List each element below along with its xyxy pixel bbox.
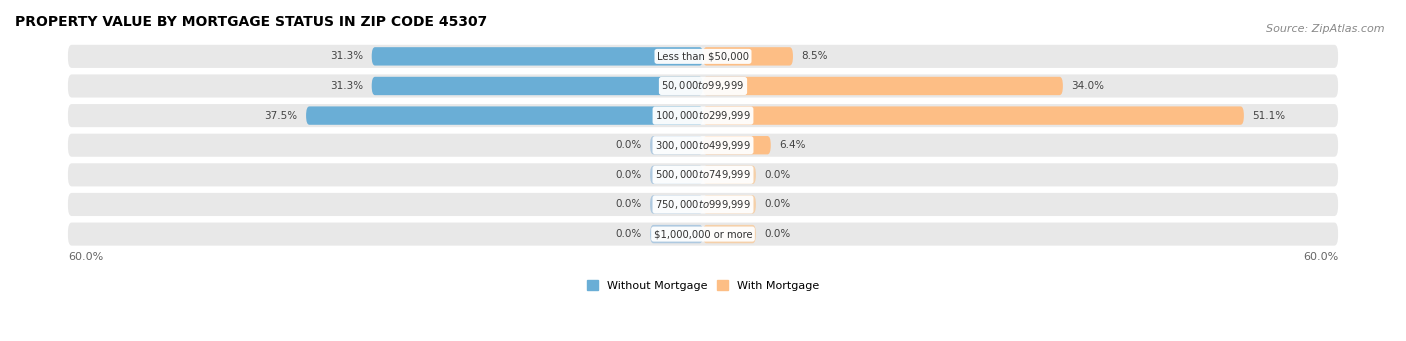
Text: 0.0%: 0.0%: [765, 170, 790, 180]
Text: 60.0%: 60.0%: [67, 252, 103, 263]
Text: $750,000 to $999,999: $750,000 to $999,999: [655, 198, 751, 211]
FancyBboxPatch shape: [67, 193, 1339, 216]
Text: 0.0%: 0.0%: [616, 140, 641, 150]
FancyBboxPatch shape: [703, 195, 756, 214]
FancyBboxPatch shape: [703, 136, 770, 154]
Text: 0.0%: 0.0%: [616, 170, 641, 180]
Text: 0.0%: 0.0%: [765, 199, 790, 209]
FancyBboxPatch shape: [371, 77, 703, 95]
FancyBboxPatch shape: [67, 74, 1339, 98]
Legend: Without Mortgage, With Mortgage: Without Mortgage, With Mortgage: [582, 276, 824, 295]
Text: Less than $50,000: Less than $50,000: [657, 51, 749, 61]
Text: Source: ZipAtlas.com: Source: ZipAtlas.com: [1267, 24, 1385, 34]
Text: 6.4%: 6.4%: [779, 140, 806, 150]
FancyBboxPatch shape: [703, 106, 1244, 125]
FancyBboxPatch shape: [703, 77, 1063, 95]
FancyBboxPatch shape: [650, 195, 703, 214]
FancyBboxPatch shape: [703, 47, 793, 65]
FancyBboxPatch shape: [67, 163, 1339, 187]
FancyBboxPatch shape: [650, 166, 703, 184]
Text: $1,000,000 or more: $1,000,000 or more: [654, 229, 752, 239]
FancyBboxPatch shape: [67, 45, 1339, 68]
FancyBboxPatch shape: [67, 223, 1339, 246]
Text: 60.0%: 60.0%: [1303, 252, 1339, 263]
Text: 0.0%: 0.0%: [616, 199, 641, 209]
Text: 0.0%: 0.0%: [765, 229, 790, 239]
FancyBboxPatch shape: [67, 104, 1339, 127]
FancyBboxPatch shape: [703, 166, 756, 184]
Text: 34.0%: 34.0%: [1071, 81, 1104, 91]
Text: $50,000 to $99,999: $50,000 to $99,999: [661, 79, 745, 92]
Text: PROPERTY VALUE BY MORTGAGE STATUS IN ZIP CODE 45307: PROPERTY VALUE BY MORTGAGE STATUS IN ZIP…: [15, 15, 488, 29]
FancyBboxPatch shape: [650, 225, 703, 243]
Text: 0.0%: 0.0%: [616, 229, 641, 239]
Text: 31.3%: 31.3%: [330, 51, 363, 61]
Text: $300,000 to $499,999: $300,000 to $499,999: [655, 139, 751, 152]
FancyBboxPatch shape: [307, 106, 703, 125]
FancyBboxPatch shape: [703, 225, 756, 243]
Text: 31.3%: 31.3%: [330, 81, 363, 91]
Text: $500,000 to $749,999: $500,000 to $749,999: [655, 168, 751, 181]
FancyBboxPatch shape: [650, 136, 703, 154]
Text: 8.5%: 8.5%: [801, 51, 828, 61]
Text: $100,000 to $299,999: $100,000 to $299,999: [655, 109, 751, 122]
Text: 37.5%: 37.5%: [264, 110, 298, 121]
FancyBboxPatch shape: [371, 47, 703, 65]
Text: 51.1%: 51.1%: [1253, 110, 1285, 121]
FancyBboxPatch shape: [67, 134, 1339, 157]
